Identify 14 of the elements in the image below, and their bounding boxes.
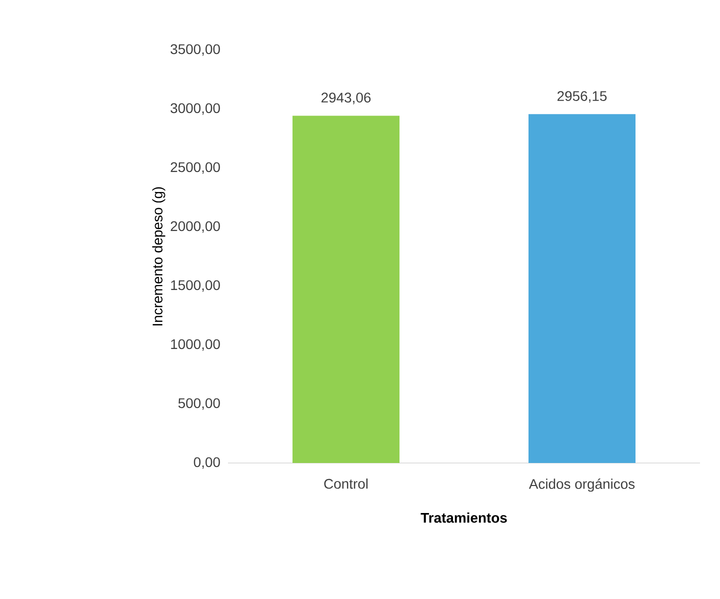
y-tick-label: 1500,00 [171, 280, 220, 292]
y-tick-label: 1000,00 [171, 339, 220, 351]
y-tick-label: 2500,00 [170, 162, 220, 174]
y-tick-label: 2000,00 [170, 221, 220, 233]
data-label: 2943,06 [321, 92, 371, 104]
data-label: 2956,15 [558, 91, 607, 103]
y-tick-label: 0,00 [194, 457, 220, 469]
y-axis-title: Incremento depeso (g) [152, 187, 166, 326]
x-tick-label: Acidos orgánicos [528, 478, 635, 492]
y-tick-label: 3500,00 [170, 44, 220, 56]
y-tick-label: 3000,00 [170, 103, 220, 115]
x-axis-title: Tratamientos [420, 512, 507, 523]
x-tick-label: Control [324, 478, 368, 489]
y-tick-label: 500,00 [178, 398, 220, 410]
